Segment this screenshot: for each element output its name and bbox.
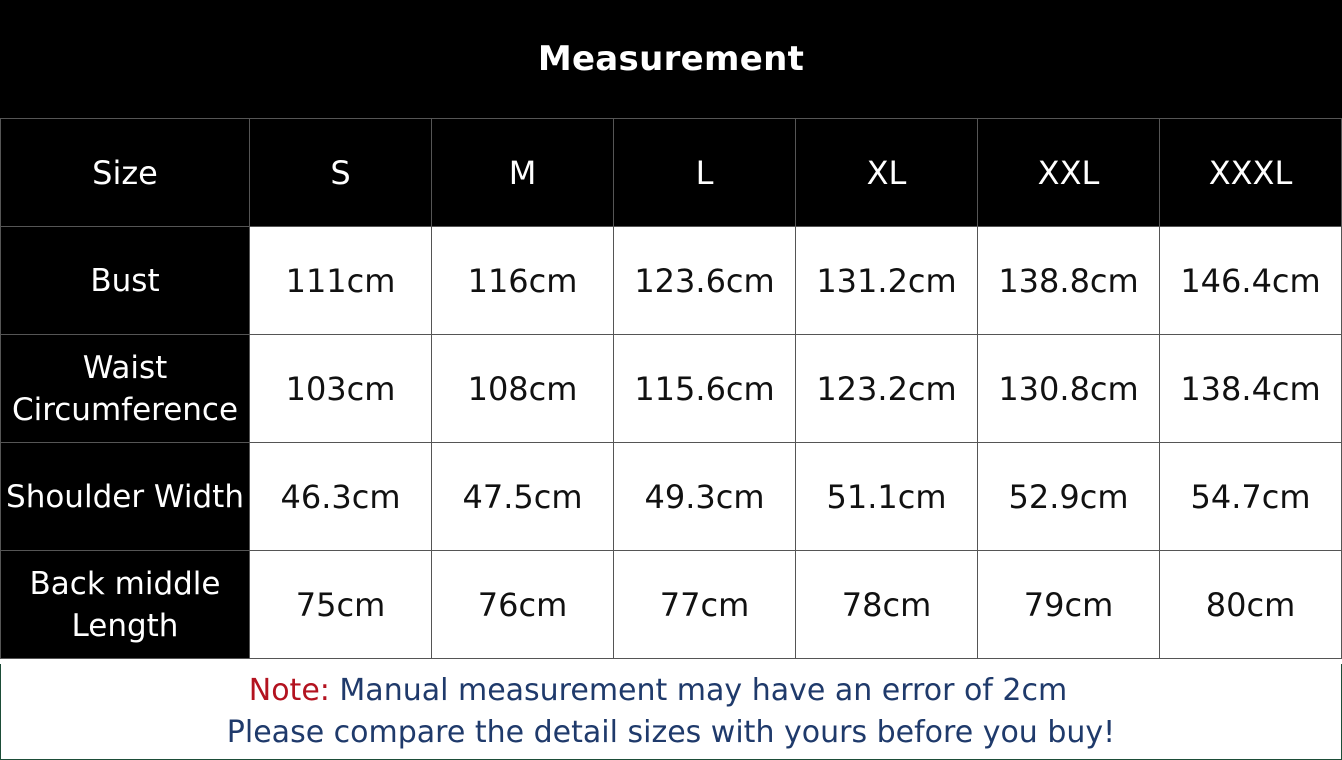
- table-cell: 76cm: [431, 550, 614, 659]
- size-column-header: XXXL: [1159, 118, 1342, 227]
- size-column-header: M: [431, 118, 614, 227]
- table-cell: 116cm: [431, 226, 614, 335]
- table-cell: 103cm: [249, 334, 432, 443]
- header-row: Size S M L XL XXL XXXL: [0, 118, 1342, 227]
- table-cell: 111cm: [249, 226, 432, 335]
- row-label-line: Waist: [82, 349, 168, 386]
- size-column-header: XXL: [977, 118, 1160, 227]
- note-line-1: Note: Manual measurement may have an err…: [249, 670, 1093, 712]
- table-row: Waist Circumference 103cm 108cm 115.6cm …: [0, 334, 1342, 443]
- table-row: Bust 111cm 116cm 123.6cm 131.2cm 138.8cm…: [0, 226, 1342, 335]
- table-cell: 49.3cm: [613, 442, 796, 551]
- table-cell: 138.4cm: [1159, 334, 1342, 443]
- table-cell: 77cm: [613, 550, 796, 659]
- note-text: Manual measurement may have an error of …: [329, 672, 1068, 708]
- table-cell: 115.6cm: [613, 334, 796, 443]
- row-label-line: Circumference: [11, 391, 239, 428]
- size-header: Size: [0, 118, 250, 227]
- table-cell: 54.7cm: [1159, 442, 1342, 551]
- table-row: Shoulder Width 46.3cm 47.5cm 49.3cm 51.1…: [0, 442, 1342, 551]
- table-cell: 80cm: [1159, 550, 1342, 659]
- row-label: Shoulder Width: [0, 442, 250, 551]
- table-cell: 79cm: [977, 550, 1160, 659]
- note-label: Note:: [248, 672, 330, 708]
- row-label: Bust: [0, 226, 250, 335]
- size-column-header: L: [613, 118, 796, 227]
- row-label: Back middle Length: [0, 550, 250, 659]
- table-cell: 123.2cm: [795, 334, 978, 443]
- table-row: Back middle Length 75cm 76cm 77cm 78cm 7…: [0, 550, 1342, 659]
- table-cell: 51.1cm: [795, 442, 978, 551]
- table-cell: 47.5cm: [431, 442, 614, 551]
- table-cell: 146.4cm: [1159, 226, 1342, 335]
- table-cell: 46.3cm: [249, 442, 432, 551]
- measurement-note: Note: Manual measurement may have an err…: [0, 664, 1342, 760]
- row-label: Waist Circumference: [0, 334, 250, 443]
- table-cell: 75cm: [249, 550, 432, 659]
- table-cell: 131.2cm: [795, 226, 978, 335]
- row-label-line: Length: [71, 607, 179, 644]
- table-cell: 52.9cm: [977, 442, 1160, 551]
- size-column-header: S: [249, 118, 432, 227]
- size-table: Size S M L XL XXL XXXL Bust 111cm 116cm …: [0, 118, 1342, 659]
- table-cell: 108cm: [431, 334, 614, 443]
- table-cell: 78cm: [795, 550, 978, 659]
- row-label-line: Back middle: [29, 565, 221, 602]
- chart-title: Measurement: [0, 0, 1342, 118]
- table-cell: 130.8cm: [977, 334, 1160, 443]
- table-cell: 123.6cm: [613, 226, 796, 335]
- size-column-header: XL: [795, 118, 978, 227]
- table-cell: 138.8cm: [977, 226, 1160, 335]
- note-line-2: Please compare the detail sizes with you…: [226, 714, 1116, 750]
